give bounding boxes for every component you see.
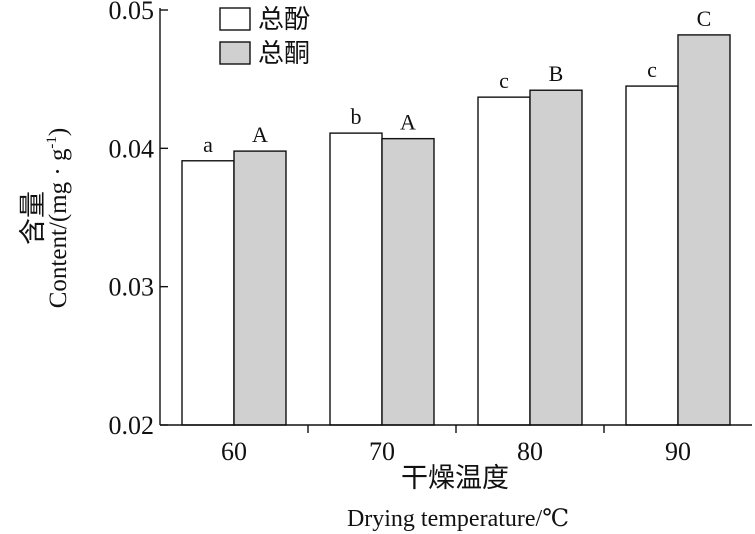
sig-label-s2-60: A <box>252 122 268 147</box>
x-tick-label-80: 80 <box>517 437 543 466</box>
sig-label-s2-80: B <box>549 61 564 86</box>
bar-s1-60 <box>181 160 235 426</box>
bar-s2-80 <box>529 89 583 426</box>
y-tick-label-0.04: 0.04 <box>109 134 155 163</box>
bar-s1-80 <box>477 96 531 426</box>
x-axis-title-en: Drying temperature/℃ <box>347 506 569 532</box>
sig-label-s1-70: b <box>351 104 362 129</box>
bar-s2-60 <box>233 150 287 426</box>
x-tick-label-90: 90 <box>665 437 691 466</box>
bar-s2-70 <box>381 137 435 426</box>
axis-titles: 干燥温度 Drying temperature/℃ 含量 Content/(mg… <box>18 128 569 532</box>
sig-label-s1-90: c <box>647 57 657 82</box>
axes: 0.02 0.03 0.04 0.05 60 70 80 90 <box>109 0 752 466</box>
sig-label-s2-70: A <box>400 110 416 135</box>
sig-label-s1-60: a <box>203 132 213 157</box>
bar-s1-70 <box>329 132 383 426</box>
bar-s2-90 <box>677 34 731 426</box>
y-axis-title-en-sup: -1 <box>44 136 60 149</box>
legend-swatch-1 <box>219 7 251 31</box>
y-axis-title-en-main: Content/(mg · g <box>45 148 72 308</box>
y-tick-label-0.02: 0.02 <box>109 411 155 440</box>
x-tick-label-60: 60 <box>221 437 247 466</box>
y-tick-label-0.03: 0.03 <box>109 273 155 302</box>
x-axis-title-cn: 干燥温度 <box>401 463 509 493</box>
x-tick-label-70: 70 <box>369 437 395 466</box>
y-tick-label-0.05: 0.05 <box>109 0 155 25</box>
legend-swatch-2 <box>219 41 251 65</box>
y-axis-title-en-end: ) <box>45 128 72 136</box>
legend-label-2: 总酮 <box>258 39 310 68</box>
sig-label-s2-90: C <box>697 6 712 31</box>
y-axis-title-en: Content/(mg · g-1) <box>44 128 72 309</box>
y-axis-title-cn: 含量 <box>18 191 48 245</box>
bar-s1-90 <box>625 85 679 426</box>
sig-label-s1-80: c <box>499 68 509 93</box>
legend-label-1: 总酚 <box>258 5 310 34</box>
